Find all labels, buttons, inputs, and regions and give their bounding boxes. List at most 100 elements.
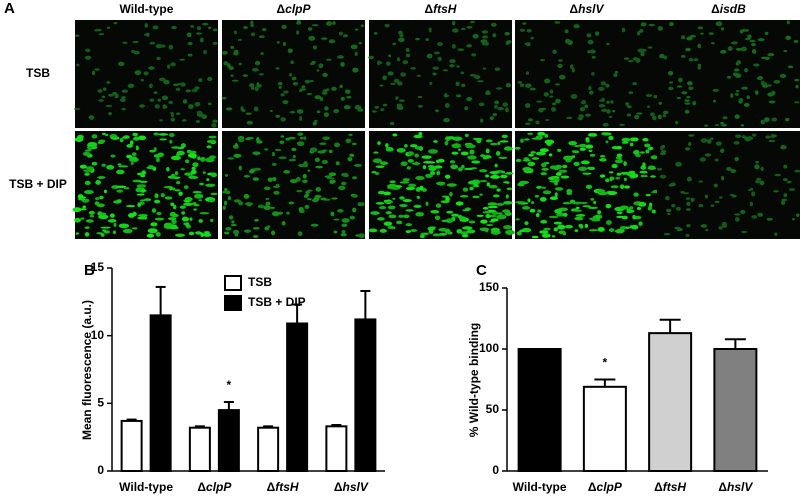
cell — [579, 147, 586, 151]
cell — [418, 146, 424, 152]
cell — [299, 116, 303, 121]
cell — [149, 41, 156, 45]
cell — [265, 201, 271, 206]
cell — [126, 144, 133, 148]
cell — [754, 164, 760, 170]
cell — [80, 217, 85, 220]
cell — [416, 195, 421, 199]
cell — [524, 221, 529, 225]
cell — [302, 173, 307, 179]
cell — [84, 172, 90, 176]
cell — [616, 153, 623, 157]
cell — [331, 86, 337, 92]
cell — [184, 159, 190, 164]
cell — [312, 121, 317, 126]
cell — [184, 172, 194, 176]
cell — [540, 58, 545, 62]
cell — [282, 42, 287, 46]
cell — [650, 175, 656, 178]
cell — [202, 232, 212, 237]
cell — [98, 139, 106, 143]
cell — [382, 103, 388, 107]
cell — [234, 233, 238, 237]
cell — [457, 148, 462, 151]
cell — [469, 20, 475, 24]
bar — [517, 348, 562, 472]
cell — [669, 22, 674, 27]
cell — [417, 95, 423, 98]
cell — [714, 158, 719, 162]
cell — [494, 163, 498, 168]
cell — [705, 228, 709, 232]
cell — [441, 219, 449, 223]
cell — [183, 222, 187, 225]
cell — [605, 83, 610, 88]
cell — [582, 205, 592, 208]
cell — [280, 93, 285, 97]
cell — [743, 102, 750, 107]
bar — [582, 385, 627, 473]
cell — [144, 23, 148, 28]
y-tick-label: 15 — [91, 260, 105, 274]
cell — [383, 199, 387, 203]
cell — [579, 106, 586, 112]
cell — [105, 104, 113, 108]
cell — [420, 232, 430, 236]
cell — [352, 194, 358, 198]
cell — [688, 134, 695, 137]
cell — [585, 139, 590, 143]
cell — [678, 77, 683, 83]
cell — [434, 215, 441, 221]
cell — [519, 28, 526, 32]
cell — [333, 218, 340, 221]
cell — [305, 190, 311, 194]
cell — [417, 104, 423, 108]
cell — [566, 188, 573, 194]
cell — [271, 151, 275, 157]
cell — [534, 194, 540, 198]
cell — [489, 171, 500, 175]
cell — [395, 96, 399, 100]
cell — [179, 58, 186, 61]
cell — [254, 86, 259, 92]
cell — [539, 230, 549, 234]
cell — [154, 104, 160, 109]
cell — [465, 144, 476, 149]
cell — [314, 157, 320, 163]
cell — [187, 153, 197, 158]
cell — [597, 227, 605, 232]
x-tick-label: Wild-type — [513, 480, 567, 494]
cell — [620, 171, 631, 175]
cell — [446, 210, 454, 214]
cell — [354, 28, 359, 31]
cell — [193, 204, 200, 207]
cell — [455, 81, 460, 87]
cell — [225, 227, 232, 231]
cell — [559, 74, 566, 80]
cell — [275, 183, 280, 187]
cell — [451, 143, 462, 149]
cell — [625, 102, 630, 106]
cell — [331, 197, 338, 200]
cell — [489, 116, 495, 121]
cell — [669, 81, 674, 84]
cell — [212, 119, 218, 123]
micrograph — [221, 19, 365, 128]
cell — [108, 93, 114, 97]
cell — [785, 117, 790, 122]
cell — [760, 119, 765, 125]
cell — [103, 189, 107, 194]
cell — [252, 151, 261, 156]
cell — [301, 85, 306, 89]
bar — [120, 419, 143, 472]
panel-label: C — [476, 262, 487, 279]
cell — [408, 183, 417, 188]
cell — [552, 102, 557, 106]
cell — [388, 54, 392, 58]
cell — [321, 37, 328, 40]
cell — [543, 227, 551, 231]
cell — [400, 72, 407, 77]
cell — [147, 228, 158, 234]
cell — [316, 69, 320, 72]
cell — [341, 172, 349, 177]
